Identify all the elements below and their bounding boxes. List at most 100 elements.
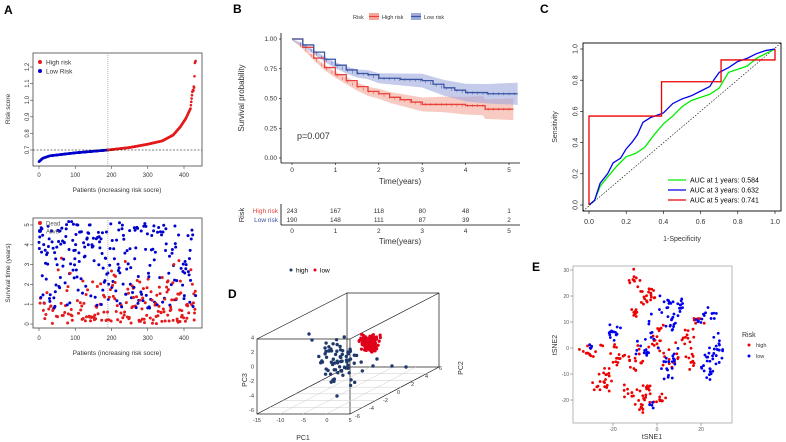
data-point	[615, 345, 618, 349]
data-point	[373, 341, 378, 345]
legend-label: Low risk	[424, 15, 444, 21]
y-tick-label: -4	[369, 406, 374, 412]
data-point	[711, 369, 715, 373]
data-point	[167, 319, 171, 323]
legend-title: Risk	[353, 15, 364, 21]
data-point	[641, 394, 645, 398]
x-tick-label: 0.8	[733, 219, 743, 226]
legend-label: low	[320, 268, 330, 275]
data-point	[40, 274, 44, 278]
roc-curve	[588, 48, 776, 206]
y-tick-label: 0.8	[573, 75, 580, 85]
data-point	[142, 224, 146, 228]
data-point	[106, 310, 110, 314]
data-point	[84, 292, 88, 296]
risk-table-cell: 118	[374, 208, 385, 215]
data-point	[689, 346, 693, 350]
data-point	[60, 226, 64, 230]
data-point	[62, 257, 66, 261]
data-point	[157, 304, 161, 308]
risk-table-title: Risk	[237, 207, 246, 222]
data-point	[363, 342, 367, 346]
data-point	[164, 248, 168, 252]
data-point	[664, 396, 668, 400]
data-point	[642, 302, 645, 306]
x-tick-label: -10	[276, 418, 284, 424]
data-point	[143, 222, 147, 226]
data-point	[69, 262, 73, 266]
data-point	[74, 233, 78, 237]
data-point	[156, 230, 160, 234]
risk-table-cell: 243	[287, 208, 298, 215]
data-point	[634, 352, 638, 356]
data-point	[643, 398, 646, 402]
data-point	[712, 335, 716, 339]
data-point	[109, 319, 113, 323]
legend-label: Alive	[46, 230, 60, 236]
data-point	[39, 295, 43, 299]
data-point	[150, 233, 154, 237]
data-point	[344, 366, 348, 370]
data-point	[651, 406, 655, 410]
z-axis-label: PC3	[242, 373, 249, 387]
data-point	[655, 342, 659, 346]
data-point	[148, 263, 152, 267]
data-point	[172, 262, 176, 266]
data-point	[156, 309, 160, 313]
x-tick-label: 5	[507, 167, 511, 174]
y-tick-label: 0.0	[573, 200, 580, 210]
data-point	[139, 319, 142, 323]
data-point	[127, 315, 131, 319]
data-point	[54, 257, 58, 261]
data-point	[113, 274, 117, 278]
data-point	[652, 337, 656, 341]
data-point	[346, 363, 350, 367]
data-point	[44, 313, 48, 317]
data-point	[714, 311, 718, 315]
data-point	[147, 275, 151, 279]
data-point	[649, 331, 653, 335]
data-point	[595, 385, 599, 389]
data-point	[605, 383, 609, 387]
data-point	[192, 86, 196, 89]
data-point	[628, 365, 632, 369]
risk-table-x-tick-label: 5	[507, 228, 511, 235]
grid-line	[325, 366, 417, 415]
data-point	[649, 312, 653, 316]
data-point	[665, 367, 669, 371]
data-point	[340, 352, 344, 357]
data-point	[103, 295, 107, 299]
data-point	[714, 362, 718, 366]
survival-status-plot: 0 100 200 300 400 0 1 2 3 4 5 Patients (increasing …	[5, 217, 203, 357]
panel-label-c: C	[540, 2, 549, 16]
data-point	[378, 333, 382, 337]
data-point	[649, 295, 653, 299]
data-point	[81, 291, 84, 295]
data-point	[148, 316, 152, 320]
data-point	[678, 303, 682, 307]
data-point	[38, 235, 42, 239]
data-point	[58, 276, 62, 280]
data-point	[635, 388, 639, 392]
data-point	[70, 318, 74, 322]
data-point	[184, 267, 188, 271]
data-point	[122, 313, 126, 317]
data-point	[671, 300, 675, 304]
data-point	[180, 313, 184, 317]
data-point	[639, 405, 643, 409]
data-point	[75, 299, 79, 303]
y-axis-label: Sensitivity	[552, 111, 559, 143]
z-tick-label: -6	[249, 408, 254, 414]
data-point	[594, 350, 597, 354]
data-point	[581, 350, 585, 353]
data-point	[647, 388, 651, 392]
data-point	[190, 282, 194, 286]
data-point	[636, 339, 639, 343]
data-point	[650, 403, 654, 407]
data-point	[115, 238, 119, 242]
data-point	[112, 257, 116, 261]
data-point	[658, 395, 662, 399]
x-tick-label: 200	[106, 336, 117, 342]
data-point	[121, 316, 125, 320]
